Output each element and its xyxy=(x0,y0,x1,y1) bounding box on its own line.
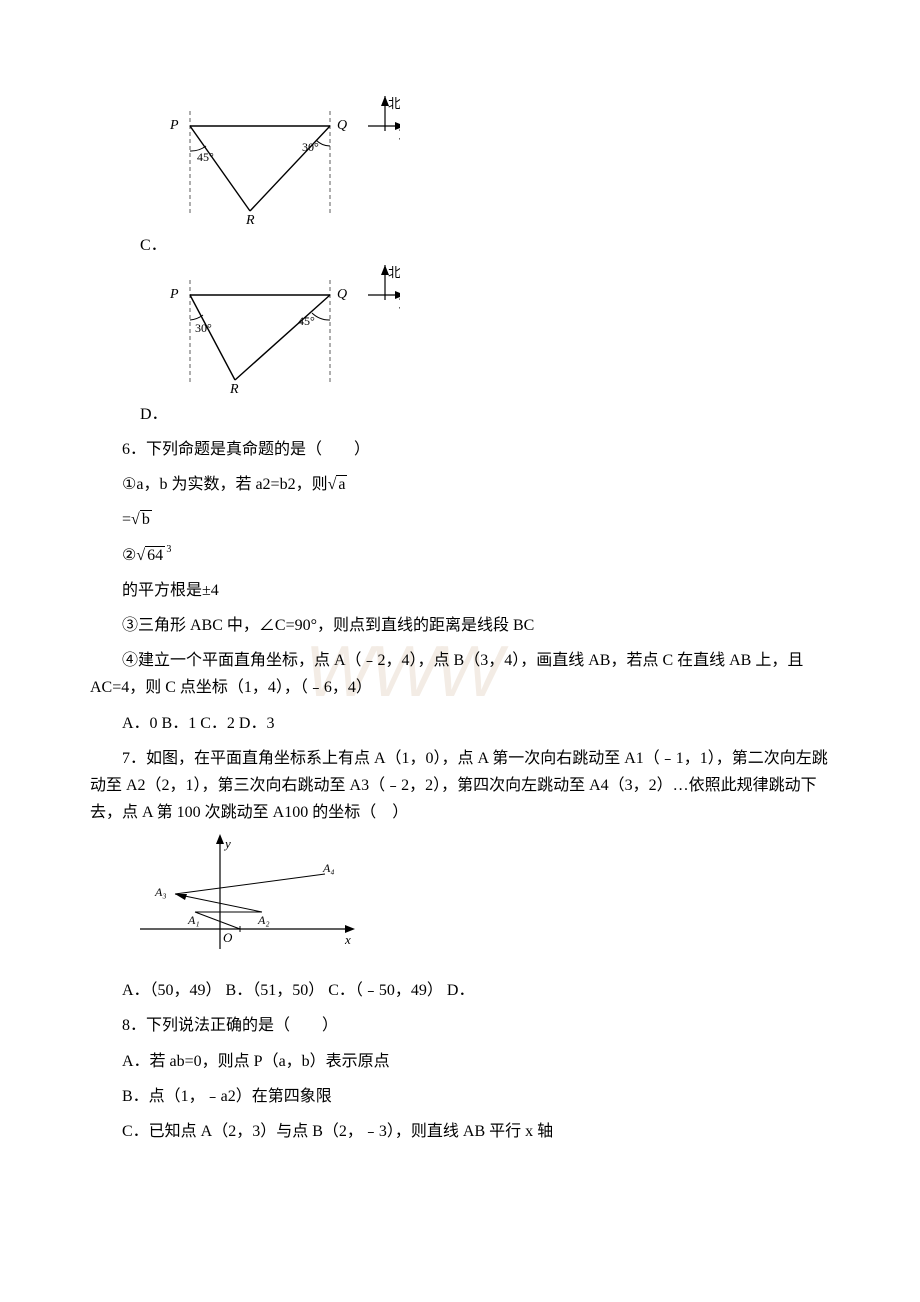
a1-label: A₁ xyxy=(187,913,200,927)
angle-left: 45° xyxy=(197,150,214,164)
q6-stem: 6．下列命题是真命题的是（ ） xyxy=(90,436,830,463)
r-label: R xyxy=(245,213,255,226)
q6-item2b: 的平方根是±4 xyxy=(90,577,830,604)
option-c-letter: C． xyxy=(140,231,167,255)
q7-stem: 7．如图，在平面直角坐标系上有点 A（1，0），点 A 第一次向右跳动至 A1（… xyxy=(90,745,830,827)
a3-label: A₃ xyxy=(154,885,167,899)
coord-svg: y x O A₁ A₂ A₃ A₄ xyxy=(140,834,360,964)
q8-opt-a: A．若 ab=0，则点 P（a，b）表示原点 xyxy=(90,1048,830,1075)
angle-right: 45° xyxy=(298,314,315,328)
q6-item1: ①a，b 为实数，若 a2=b2，则√a xyxy=(90,471,830,498)
r-label: R xyxy=(229,382,239,395)
p-label: P xyxy=(169,118,179,133)
angle-left: 30° xyxy=(195,321,212,335)
q8-opt-b: B．点（1，﹣a2）在第四象限 xyxy=(90,1083,830,1110)
origin-label: O xyxy=(223,930,233,945)
north-label: 北 xyxy=(388,265,400,280)
option-d-letter: D． xyxy=(140,400,168,424)
q6-item1b: =√b xyxy=(90,506,830,533)
x-axis-label: x xyxy=(344,932,351,947)
q8-opt-c: C．已知点 A（2，3）与点 B（2，﹣3），则直线 AB 平行 x 轴 xyxy=(90,1118,830,1145)
east-label: 东 xyxy=(398,127,400,142)
sqrt-b: b xyxy=(140,510,152,528)
q-label: Q xyxy=(337,118,347,133)
q-label: Q xyxy=(337,287,347,302)
q7-figure: y x O A₁ A₂ A₃ A₄ xyxy=(140,834,830,969)
angle-right: 30° xyxy=(302,140,319,154)
sqrt-a: a xyxy=(336,475,347,493)
p-label: P xyxy=(169,287,179,302)
q7-options: A．（50，49） B．（51，50） C．（﹣50，49） D． xyxy=(90,977,830,1004)
figure-c: 北 东 P Q R 45° 30° C． xyxy=(140,96,830,259)
triangle-c-svg: 北 东 P Q R 45° 30° xyxy=(140,96,400,226)
cube-index: 3 xyxy=(134,541,171,558)
q6-item2: ②3√64 xyxy=(90,542,830,569)
a4-label: A₄ xyxy=(322,861,335,875)
q6-item4: ④建立一个平面直角坐标，点 A（﹣2，4），点 B（3，4），画直线 AB，若点… xyxy=(90,647,830,701)
q6-options: A．0 B．1 C．2 D．3 xyxy=(90,710,830,737)
q6-item3: ③三角形 ABC 中，∠C=90°，则点到直线的距离是线段 BC xyxy=(90,612,830,639)
triangle-d-svg: 北 东 P Q R 30° 45° xyxy=(140,265,400,395)
north-label: 北 xyxy=(388,96,400,111)
figure-d: 北 东 P Q R 30° 45° D． xyxy=(140,265,830,428)
eq-text: = xyxy=(122,511,131,528)
east-label: 东 xyxy=(398,296,400,311)
q8-stem: 8．下列说法正确的是（ ） xyxy=(90,1012,830,1039)
y-axis-label: y xyxy=(223,836,231,851)
a2-label: A₂ xyxy=(257,913,270,927)
q6-item1-text: ①a，b 为实数，若 a2=b2，则 xyxy=(122,476,328,493)
